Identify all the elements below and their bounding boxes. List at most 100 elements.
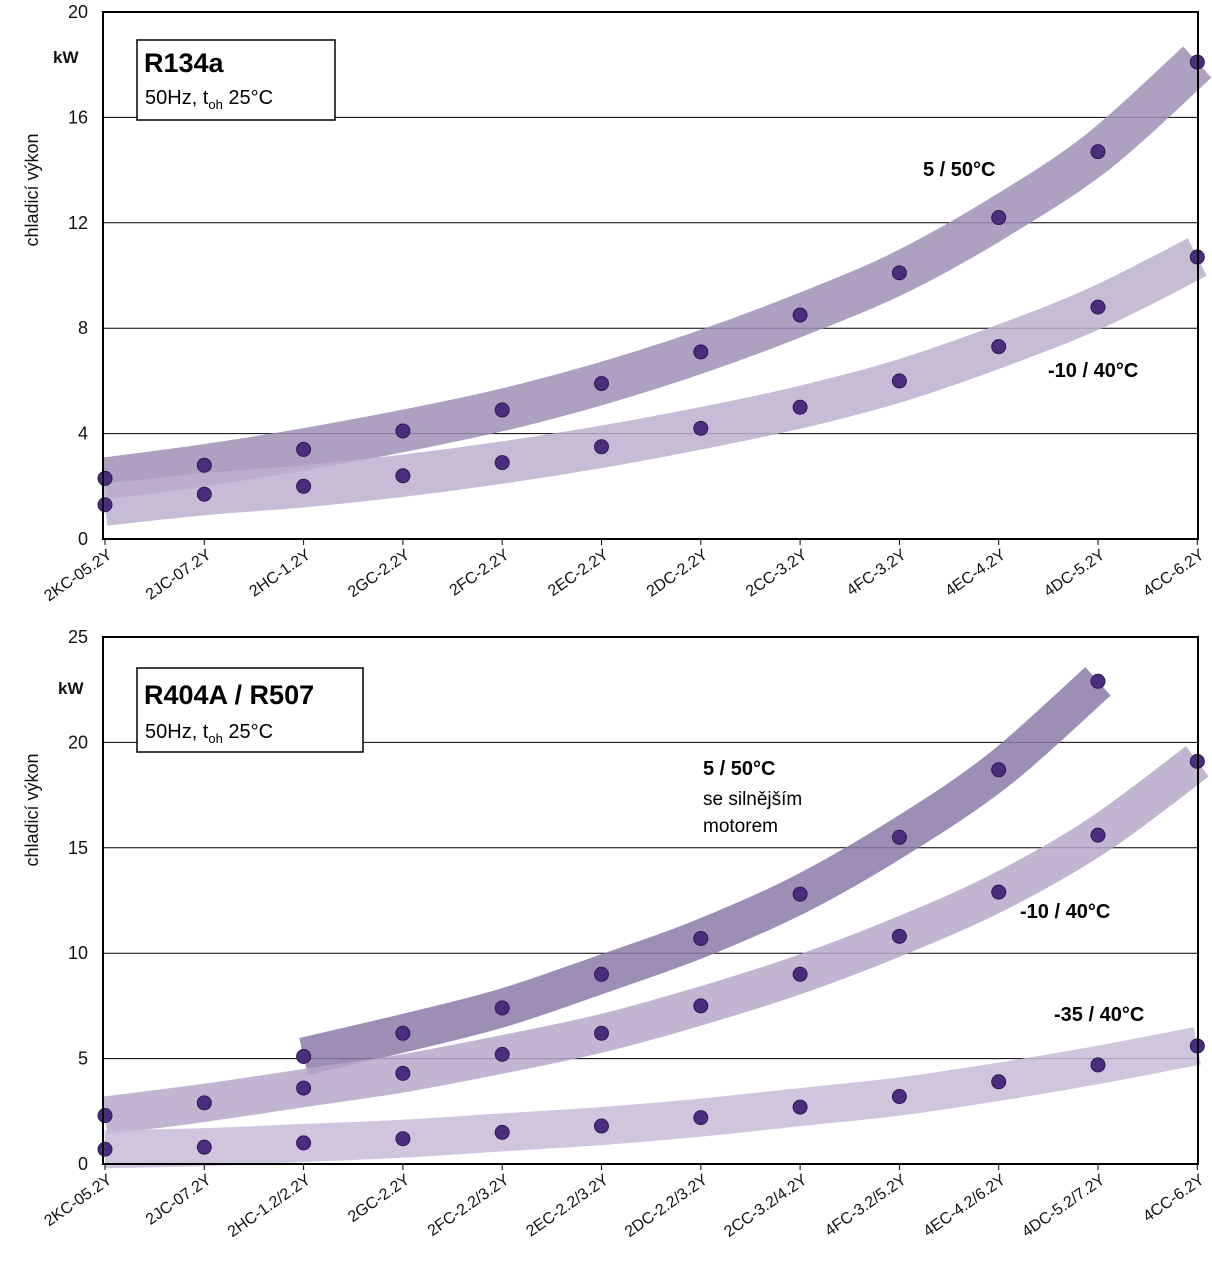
data-point (693, 998, 709, 1014)
data-point (594, 439, 609, 455)
data-point (891, 373, 907, 389)
data-point (891, 265, 907, 281)
y-tick-label: 8 (78, 318, 88, 338)
data-point (792, 1099, 808, 1115)
x-tick-label: 4EC-4.2/6.2Y (921, 1171, 1010, 1240)
data-point (494, 1046, 510, 1062)
data-point (494, 1124, 510, 1140)
data-point (594, 1025, 609, 1041)
data-point (296, 478, 312, 494)
chart2-series-label-5-50: 5 / 50°C (703, 758, 775, 780)
chart-r404a-r507: 0 5 10 15 20 25 2KC-05.2Y 2JC-07.2Y 2HC-1.2/2.2… (22, 627, 1209, 1241)
data-point (494, 1000, 510, 1016)
chart1-legend-box: R134a 50Hz, toh 25°C (136, 39, 336, 121)
data-point (97, 470, 113, 486)
series-band (102, 746, 1209, 1135)
chart2-subtitle: 50Hz, toh 25°C (145, 721, 273, 746)
x-tick-label: 2CC-3.2/4.2Y (721, 1171, 810, 1241)
chart2-legend-box: R404A / R507 50Hz, toh 25°C (136, 667, 364, 753)
data-point (296, 1048, 312, 1064)
x-tick-label: 2KC-05.2Y (41, 546, 115, 605)
chart1-subtitle-sub: oh (208, 97, 222, 112)
y-tick-label: 5 (78, 1049, 88, 1069)
chart1-title: R134a (144, 48, 225, 78)
y-tick-label: 20 (68, 2, 88, 22)
x-tick-label: 2DC-2.2/3.2Y (622, 1171, 711, 1241)
data-point (1090, 827, 1106, 843)
data-point (395, 1131, 411, 1147)
chart2-series-label-5-50-line2: se silnějším (703, 789, 802, 810)
y-tick-label: 15 (68, 838, 88, 858)
x-tick-label: 2GC-2.2Y (345, 1171, 413, 1226)
x-tick-label: 4DC-5.2/7.2Y (1019, 1171, 1108, 1241)
chart1-y-axis-title: chladicí výkon (22, 133, 42, 246)
data-point (991, 1074, 1007, 1090)
x-tick-label: 2EC-2.2Y (545, 546, 612, 600)
data-point (196, 457, 212, 473)
data-point (97, 1108, 113, 1124)
data-point (494, 455, 510, 471)
chart2-subtitle-post: 25°C (223, 721, 273, 743)
x-tick-label: 2FC-2.2/3.2Y (425, 1171, 513, 1240)
data-point (693, 420, 709, 436)
chart2-frame (102, 636, 1199, 1165)
chart1-subtitle-post: 25°C (223, 87, 273, 109)
x-tick-label: 2EC-2.2/3.2Y (523, 1171, 612, 1240)
data-point (792, 886, 808, 902)
data-point (97, 497, 113, 513)
data-point (792, 307, 808, 323)
data-point (395, 468, 411, 484)
data-point (594, 1118, 609, 1134)
x-tick-label: 2GC-2.2Y (345, 546, 413, 601)
data-point (1090, 673, 1106, 689)
chart2-unit-label: kW (58, 679, 84, 698)
x-tick-label: 4EC-4.2Y (942, 546, 1009, 600)
data-point (196, 1095, 212, 1111)
x-tick-label: 2HC-1.2Y (247, 546, 315, 600)
data-point (594, 376, 609, 392)
data-point (395, 423, 411, 439)
data-point (693, 344, 709, 360)
x-tick-label: 2KC-05.2Y (41, 1171, 115, 1230)
chart2-x-ticks: 2KC-05.2Y 2JC-07.2Y 2HC-1.2/2.2Y 2GC-2.2Y 2F… (41, 1164, 1208, 1241)
data-point (891, 829, 907, 845)
chart2-subtitle-pre: 50Hz, t (145, 721, 209, 743)
chart1-y-ticks: 0 4 8 12 16 20 (68, 2, 88, 549)
chart2-y-ticks: 0 5 10 15 20 25 (68, 627, 88, 1174)
x-tick-label: 2FC-2.2Y (447, 546, 513, 599)
y-tick-label: 0 (78, 1154, 88, 1174)
x-tick-label: 2CC-3.2Y (743, 546, 811, 600)
data-point (296, 1135, 312, 1151)
chart2-series-label-35-40: -35 / 40°C (1054, 1004, 1144, 1026)
data-point (1090, 1057, 1106, 1073)
chart1-subtitle-pre: 50Hz, t (145, 87, 209, 109)
chart2-y-axis-title: chladicí výkon (22, 753, 42, 866)
data-point (991, 210, 1007, 226)
data-point (891, 1089, 907, 1105)
data-point (891, 928, 907, 944)
data-point (991, 762, 1007, 778)
data-point (991, 884, 1007, 900)
series-band (102, 46, 1212, 500)
chart2-points (97, 673, 1205, 1157)
chart1-bands (102, 46, 1212, 526)
y-tick-label: 16 (68, 107, 88, 127)
data-point (594, 966, 609, 982)
data-point (196, 1139, 212, 1155)
data-point (494, 402, 510, 418)
data-point (991, 339, 1007, 355)
data-point (196, 486, 212, 502)
data-point (792, 966, 808, 982)
data-point (395, 1065, 411, 1081)
chart1-series-label-10-40: -10 / 40°C (1048, 360, 1138, 382)
x-tick-label: 2JC-07.2Y (143, 546, 215, 603)
x-tick-label: 2DC-2.2Y (644, 546, 712, 600)
chart2-title: R404A / R507 (144, 680, 314, 710)
y-tick-label: 25 (68, 627, 88, 647)
data-point (97, 1141, 113, 1157)
data-point (1090, 299, 1106, 315)
chart2-series-label-10-40: -10 / 40°C (1020, 901, 1110, 923)
y-tick-label: 12 (68, 213, 88, 233)
chart2-subtitle-sub: oh (208, 731, 222, 746)
